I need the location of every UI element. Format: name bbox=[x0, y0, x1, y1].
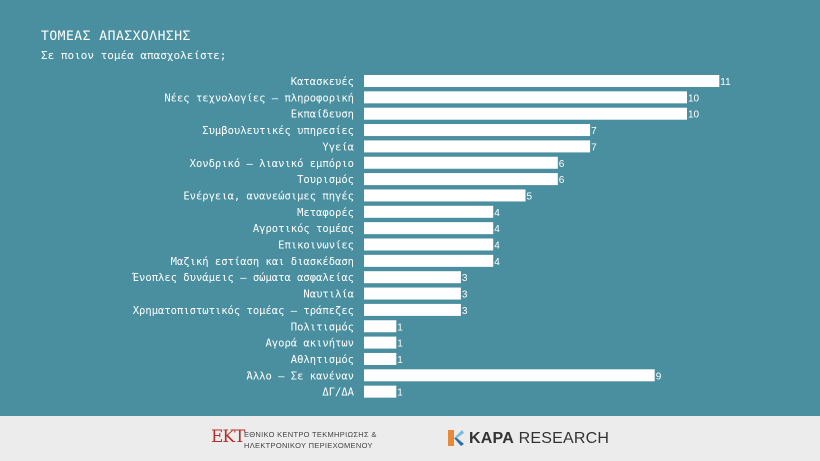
category-label: Τουρισμός bbox=[297, 174, 354, 186]
category-label: Κατασκευές bbox=[291, 76, 354, 88]
bar bbox=[364, 352, 397, 365]
bar bbox=[364, 303, 461, 316]
bar bbox=[364, 107, 687, 120]
bar bbox=[364, 91, 687, 104]
category-label: Χονδρικό – λιανικό εμπόριο bbox=[190, 158, 354, 170]
category-label: Υγεία bbox=[322, 141, 354, 153]
bar bbox=[364, 75, 720, 87]
value-label: 11 bbox=[720, 77, 731, 88]
ekt-name-line-2: ΗΛΕΚΤΡΟΝΙΚΟΥ ΠΕΡΙΕΧΟΜΕΝΟΥ bbox=[244, 441, 373, 450]
bar bbox=[364, 336, 397, 349]
category-label: Αθλητισμός bbox=[291, 354, 354, 366]
kapa-logo-bold: KAPA bbox=[469, 430, 514, 447]
value-label: 9 bbox=[656, 371, 662, 382]
value-label: 1 bbox=[397, 322, 403, 333]
value-label: 10 bbox=[688, 93, 700, 104]
ekt-name-line-1: ΕΘΝΙΚΟ ΚΕΝΤΡΟ ΤΕΚΜΗΡΙΩΣΗΣ & bbox=[244, 430, 377, 439]
bar bbox=[364, 189, 526, 202]
value-label: 1 bbox=[397, 388, 403, 399]
value-label: 3 bbox=[462, 306, 468, 317]
bar bbox=[364, 287, 461, 300]
category-label: Μεταφορές bbox=[297, 207, 354, 219]
value-label: 4 bbox=[494, 241, 500, 252]
category-label: Ένοπλες δυνάμεις – σώματα ασφαλείας bbox=[131, 272, 354, 284]
category-label: Νέες τεχνολογίες – πληροφορική bbox=[164, 92, 354, 104]
value-label: 7 bbox=[591, 126, 597, 137]
bar bbox=[364, 156, 558, 169]
category-label: Ναυτιλία bbox=[303, 289, 354, 301]
value-label: 4 bbox=[494, 224, 500, 235]
kapa-logo-rest: RESEARCH bbox=[513, 430, 610, 447]
chart-title: ΤΟΜΕΑΣ ΑΠΑΣΧΟΛΗΣΗΣ bbox=[41, 29, 191, 44]
value-label: 1 bbox=[397, 355, 403, 366]
value-label: 1 bbox=[397, 339, 403, 350]
value-label: 10 bbox=[688, 110, 700, 121]
value-label: 7 bbox=[591, 142, 597, 153]
bar bbox=[364, 369, 655, 382]
category-label: Επικοινωνίες bbox=[278, 240, 354, 252]
category-label: Άλλο – Σε κανέναν bbox=[247, 370, 354, 382]
bar bbox=[364, 124, 591, 137]
category-label: Συμβουλευτικές υπηρεσίες bbox=[202, 125, 354, 137]
bar bbox=[364, 271, 461, 284]
bar bbox=[364, 385, 397, 398]
ekt-logo: EKT bbox=[211, 427, 245, 447]
value-label: 4 bbox=[494, 257, 500, 268]
value-label: 6 bbox=[559, 175, 565, 186]
bar bbox=[364, 173, 558, 186]
category-label: Ενέργεια, ανανεώσιμες πηγές bbox=[183, 190, 354, 202]
bar bbox=[364, 238, 494, 251]
category-label: Μαζική εστίαση και διασκέδαση bbox=[171, 256, 354, 268]
category-label: Πολιτισμός bbox=[291, 321, 354, 333]
ekt-name: ΕΘΝΙΚΟ ΚΕΝΤΡΟ ΤΕΚΜΗΡΙΩΣΗΣ & ΗΛΕΚΤΡΟΝΙΚΟΥ… bbox=[244, 429, 377, 451]
kapa-logo-icon bbox=[448, 430, 464, 446]
category-label: Αγροτικός τομέας bbox=[253, 223, 354, 235]
category-label: ΔΓ/ΔΑ bbox=[322, 387, 354, 399]
value-label: 4 bbox=[494, 208, 500, 219]
value-label: 6 bbox=[559, 159, 565, 170]
bar bbox=[364, 222, 494, 235]
value-label: 5 bbox=[527, 191, 533, 202]
bar bbox=[364, 205, 494, 218]
bar bbox=[364, 140, 591, 153]
category-label: Αγορά ακινήτων bbox=[265, 338, 354, 350]
kapa-research-logo: KAPA RESEARCH bbox=[469, 430, 609, 448]
bar bbox=[364, 320, 397, 333]
bar bbox=[364, 254, 494, 267]
value-label: 3 bbox=[462, 273, 468, 284]
chart-subtitle: Σε ποιον τομέα απασχολείστε; bbox=[41, 49, 227, 62]
footer bbox=[0, 416, 820, 461]
category-label: Εκπαίδευση bbox=[291, 109, 354, 121]
value-label: 3 bbox=[462, 290, 468, 301]
category-label: Χρηματοπιστωτικός τομέας – τράπεζες bbox=[133, 305, 354, 317]
